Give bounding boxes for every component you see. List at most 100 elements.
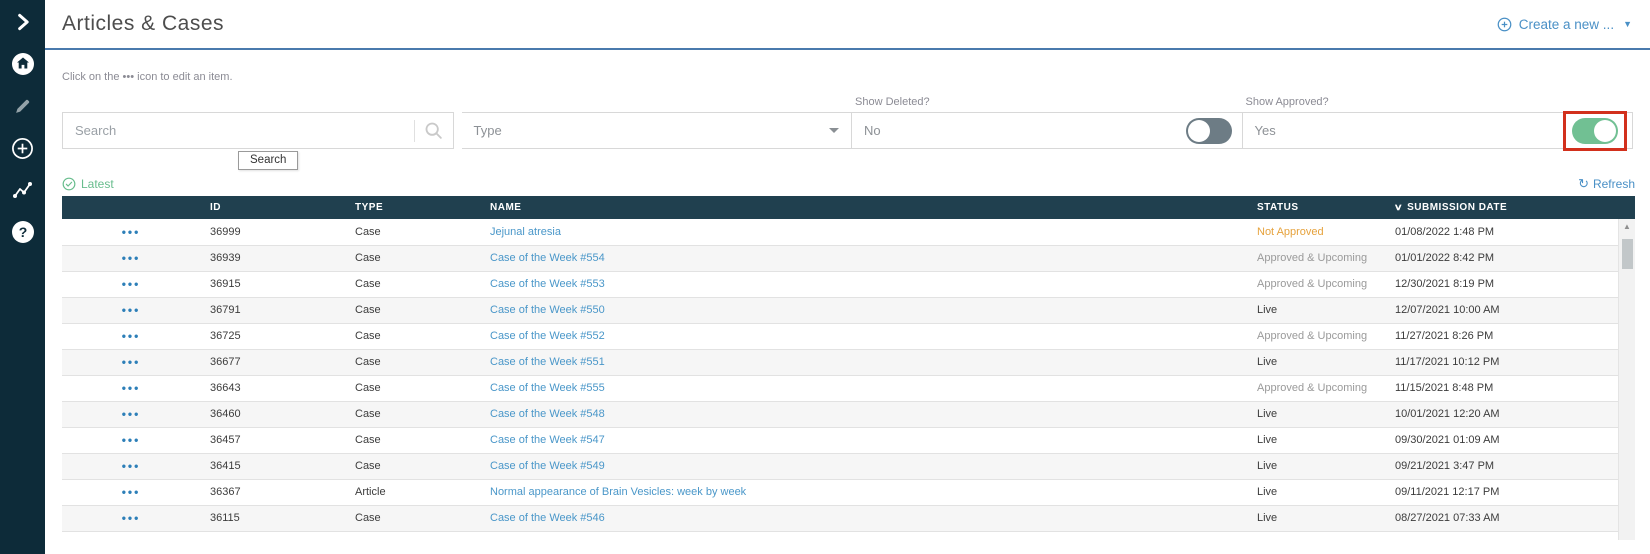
- column-header-status[interactable]: STATUS: [1247, 196, 1385, 219]
- row-actions-cell: •••: [62, 479, 200, 505]
- column-header-id[interactable]: ID: [200, 196, 345, 219]
- row-status: Live: [1257, 408, 1278, 420]
- table-row: ••• 36115 Case Case of the Week #546 Liv…: [62, 505, 1635, 531]
- sidebar: ?: [0, 0, 45, 554]
- row-name-cell: Case of the Week #547: [480, 427, 1247, 453]
- row-status: Live: [1257, 304, 1278, 316]
- table-row: ••• 36643 Case Case of the Week #555 App…: [62, 375, 1635, 401]
- row-name-link[interactable]: Case of the Week #550: [490, 304, 605, 316]
- column-header-type[interactable]: TYPE: [345, 196, 480, 219]
- row-name-cell: Normal appearance of Brain Vesicles: wee…: [480, 479, 1247, 505]
- edit-item-button[interactable]: •••: [121, 355, 141, 369]
- edit-item-button[interactable]: •••: [121, 459, 141, 473]
- filter-bar: Type Show Deleted? No Show Approved? Yes: [62, 96, 1633, 151]
- table-scrollbar[interactable]: ▲: [1618, 219, 1635, 540]
- row-actions-cell: •••: [62, 453, 200, 479]
- toggle-knob: [1187, 119, 1210, 142]
- row-name-link[interactable]: Case of the Week #553: [490, 278, 605, 290]
- edit-item-button[interactable]: •••: [121, 511, 141, 525]
- edit-item-button[interactable]: •••: [121, 277, 141, 291]
- row-name-cell: Case of the Week #552: [480, 323, 1247, 349]
- row-status: Approved & Upcoming: [1257, 252, 1368, 264]
- row-status: Approved & Upcoming: [1257, 330, 1368, 342]
- row-type: Case: [355, 356, 381, 368]
- help-icon[interactable]: ?: [10, 219, 36, 245]
- row-name-cell: Case of the Week #555: [480, 375, 1247, 401]
- type-select[interactable]: Type: [461, 112, 852, 149]
- home-icon[interactable]: [10, 51, 36, 77]
- show-approved-toggle[interactable]: [1572, 117, 1618, 144]
- check-circle-icon: [62, 177, 76, 191]
- row-name-link[interactable]: Case of the Week #551: [490, 356, 605, 368]
- column-header-name[interactable]: NAME: [480, 196, 1247, 219]
- row-name-link[interactable]: Jejunal atresia: [490, 225, 561, 238]
- row-date: 01/08/2022 1:48 PM: [1395, 225, 1495, 238]
- edit-pencil-icon[interactable]: [10, 93, 36, 119]
- chevron-down-icon: [829, 128, 839, 133]
- search-input[interactable]: [63, 113, 414, 148]
- row-id: 36915: [210, 278, 241, 290]
- search-field-cell: [62, 112, 454, 149]
- row-name-link[interactable]: Case of the Week #548: [490, 408, 605, 420]
- row-type: Case: [355, 278, 381, 290]
- row-id: 36460: [210, 408, 241, 420]
- create-new-label: Create a new ...: [1518, 16, 1615, 32]
- table-row: ••• 36725 Case Case of the Week #552 App…: [62, 323, 1635, 349]
- edit-hint-text: Click on the ••• icon to edit an item.: [62, 71, 233, 83]
- row-name-link[interactable]: Case of the Week #547: [490, 434, 605, 446]
- row-type: Case: [355, 304, 381, 316]
- row-actions-cell: •••: [62, 349, 200, 375]
- row-name-link[interactable]: Case of the Week #554: [490, 252, 605, 264]
- row-name-link[interactable]: Case of the Week #549: [490, 460, 605, 472]
- expand-chevron-icon[interactable]: [10, 9, 36, 35]
- edit-item-button[interactable]: •••: [121, 329, 141, 343]
- row-actions-cell: •••: [62, 375, 200, 401]
- row-type: Case: [355, 252, 381, 264]
- edit-item-button[interactable]: •••: [121, 407, 141, 421]
- edit-item-button[interactable]: •••: [121, 381, 141, 395]
- row-name-cell: Jejunal atresia: [480, 219, 1247, 245]
- row-name-link[interactable]: Case of the Week #552: [490, 330, 605, 342]
- row-id: 36115: [210, 512, 240, 524]
- row-status: Live: [1257, 460, 1278, 472]
- column-header-submission-date[interactable]: ∨ SUBMISSION DATE: [1385, 196, 1635, 219]
- show-deleted-toggle[interactable]: [1185, 117, 1232, 144]
- row-name-link[interactable]: Normal appearance of Brain Vesicles: wee…: [490, 486, 747, 498]
- row-id: 36725: [210, 330, 241, 342]
- refresh-label-text: Refresh: [1592, 177, 1635, 191]
- row-date: 09/21/2021 3:47 PM: [1395, 460, 1495, 472]
- row-status: Approved & Upcoming: [1257, 382, 1368, 394]
- scrollbar-thumb[interactable]: [1622, 239, 1633, 269]
- edit-item-button[interactable]: •••: [121, 485, 141, 499]
- row-date: 10/01/2021 12:20 AM: [1395, 408, 1500, 420]
- refresh-button[interactable]: ↻ Refresh: [1578, 177, 1635, 191]
- show-deleted-cell: Show Deleted? No: [852, 96, 1243, 149]
- table-row: ••• 36677 Case Case of the Week #551 Liv…: [62, 349, 1635, 375]
- table-body: ••• 36999 Case Jejunal atresia Not Appro…: [62, 219, 1635, 531]
- row-id: 36367: [210, 486, 241, 498]
- latest-label-text: Latest: [81, 177, 114, 191]
- edit-item-button[interactable]: •••: [121, 433, 141, 447]
- toggle-knob: [1594, 119, 1616, 142]
- edit-item-button[interactable]: •••: [121, 251, 141, 265]
- row-name-cell: Case of the Week #546: [480, 505, 1247, 531]
- search-icon[interactable]: [415, 120, 453, 142]
- scroll-up-icon[interactable]: ▲: [1623, 222, 1631, 231]
- row-id: 36791: [210, 304, 241, 316]
- show-deleted-label: Show Deleted?: [855, 96, 930, 108]
- row-id: 36643: [210, 382, 241, 394]
- add-circle-icon[interactable]: [10, 135, 36, 161]
- edit-item-button[interactable]: •••: [121, 303, 141, 317]
- row-name-cell: Case of the Week #553: [480, 271, 1247, 297]
- edit-item-button[interactable]: •••: [121, 224, 141, 239]
- table-meta-row: Latest ↻ Refresh: [62, 176, 1635, 192]
- divider: [413, 119, 415, 142]
- activity-chart-icon[interactable]: [10, 177, 36, 203]
- row-id: 36415: [210, 460, 241, 472]
- row-date: 11/15/2021 8:48 PM: [1395, 382, 1494, 394]
- page-title: Articles & Cases: [62, 12, 225, 35]
- create-new-button[interactable]: Create a new ... ▼: [1497, 17, 1632, 32]
- row-name-link[interactable]: Case of the Week #546: [490, 512, 605, 524]
- show-deleted-value: No: [864, 123, 881, 138]
- row-name-link[interactable]: Case of the Week #555: [490, 382, 605, 394]
